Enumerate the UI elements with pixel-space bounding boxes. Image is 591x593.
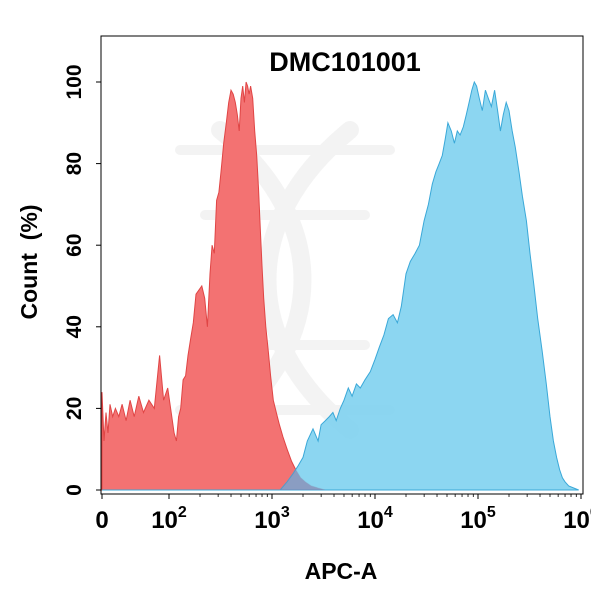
x-axis: 0 102 103 104 105 106: [95, 494, 591, 534]
plot-series: [101, 80, 579, 491]
histogram-series-1: [101, 81, 326, 491]
y-axis: 0 20 40 60 80 100: [63, 64, 101, 496]
x-tick-label: 0: [95, 507, 108, 534]
y-tick-label: 100: [63, 64, 86, 99]
x-tick-label: 102: [151, 504, 187, 534]
chart-title: DMC101001: [269, 47, 421, 77]
y-tick-label: 80: [63, 152, 86, 175]
overlap-region: [280, 469, 326, 490]
y-tick-label: 20: [63, 397, 86, 420]
x-tick-label: 105: [460, 504, 496, 534]
y-tick-label: 0: [63, 484, 86, 496]
y-tick-label: 60: [63, 234, 86, 257]
histogram-series-2: [102, 80, 579, 491]
x-axis-label: APC-A: [305, 558, 378, 584]
x-tick-label: 103: [254, 504, 290, 534]
plot-frame: [100, 35, 584, 495]
x-tick-label: 104: [357, 504, 393, 534]
x-tick-label: 106: [563, 504, 591, 534]
y-tick-label: 40: [63, 315, 86, 338]
y-axis-label: Count (%): [16, 205, 42, 320]
